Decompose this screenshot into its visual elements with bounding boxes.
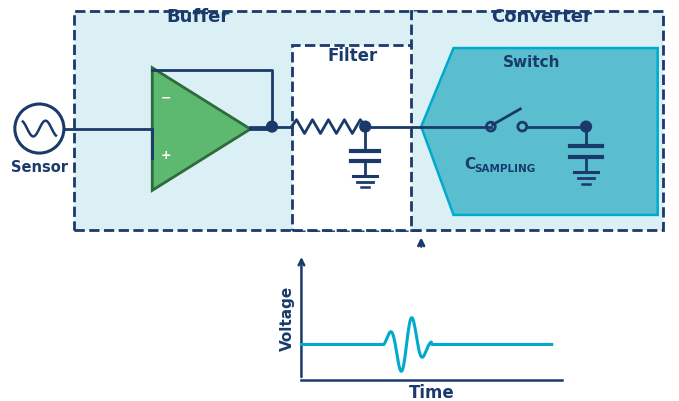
- Text: Time: Time: [409, 383, 454, 401]
- Polygon shape: [421, 49, 658, 215]
- Bar: [411, 12, 663, 230]
- Text: −: −: [161, 91, 172, 104]
- Bar: [291, 46, 417, 230]
- Text: SAMPLING: SAMPLING: [474, 163, 536, 173]
- Circle shape: [267, 122, 278, 133]
- Circle shape: [581, 122, 591, 133]
- Bar: [74, 12, 419, 230]
- Text: C: C: [464, 157, 475, 172]
- Text: Filter: Filter: [327, 47, 378, 65]
- Polygon shape: [152, 69, 251, 191]
- Text: Sensor: Sensor: [11, 159, 68, 174]
- Text: Switch: Switch: [503, 55, 561, 69]
- Text: +: +: [161, 148, 172, 161]
- Circle shape: [360, 122, 371, 133]
- Text: Voltage: Voltage: [280, 285, 295, 350]
- Text: Converter: Converter: [492, 8, 592, 26]
- Text: Buffer: Buffer: [167, 8, 230, 26]
